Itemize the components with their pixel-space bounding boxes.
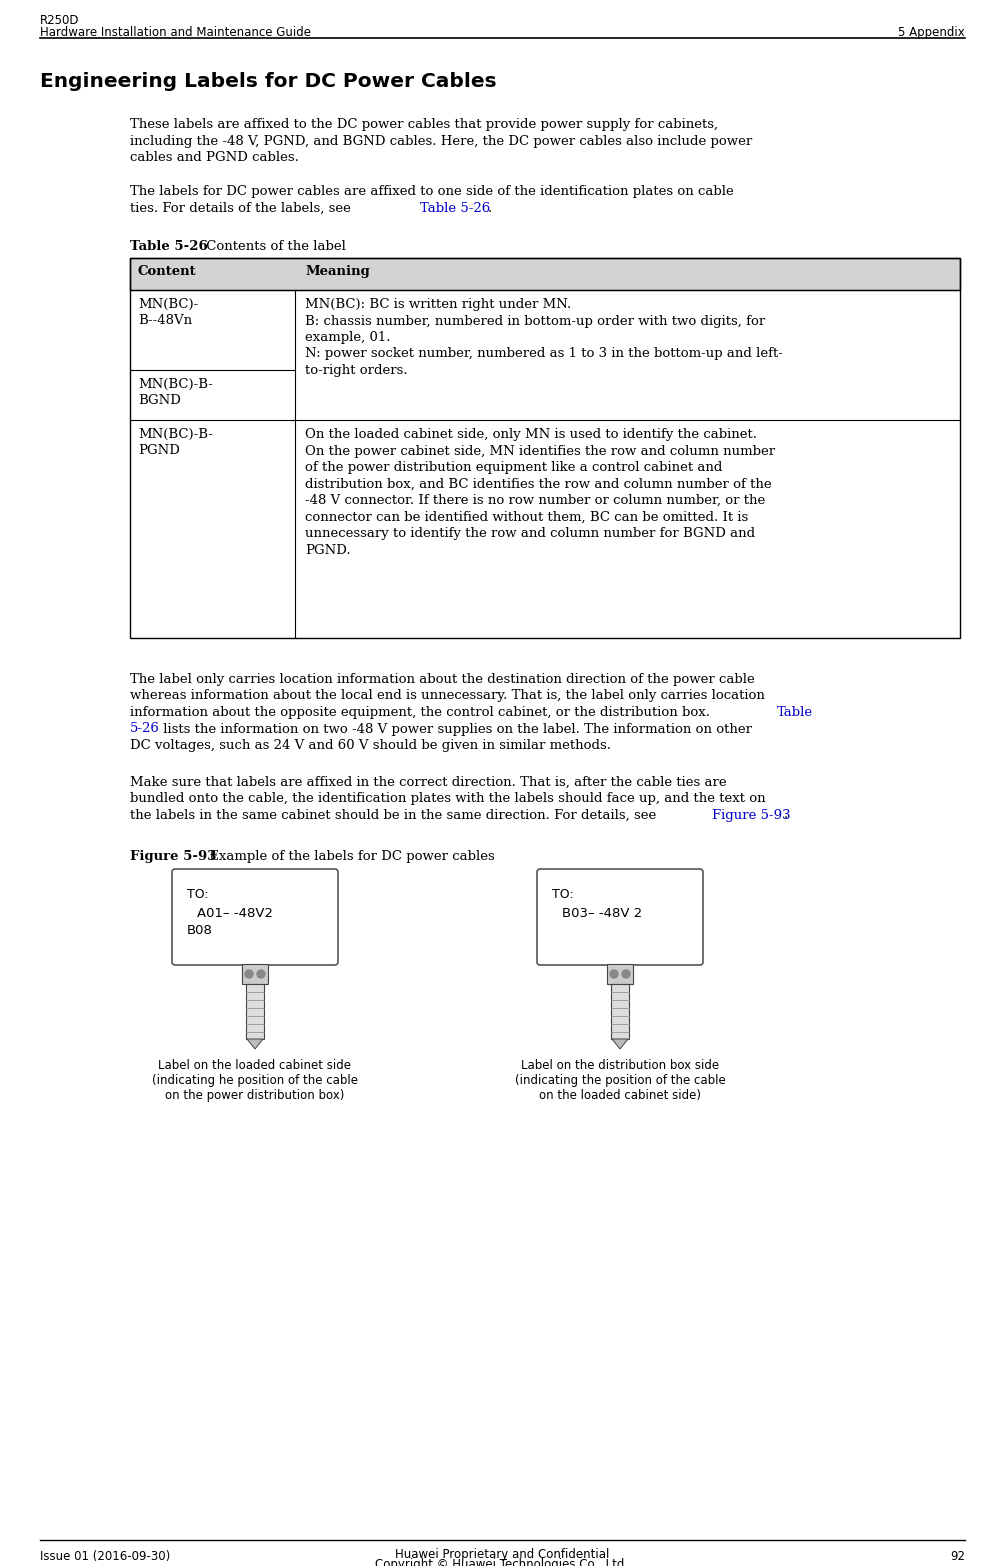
Bar bbox=[242, 965, 268, 983]
Bar bbox=[607, 965, 633, 983]
Text: PGND: PGND bbox=[138, 445, 180, 457]
Text: bundled onto the cable, the identification plates with the labels should face up: bundled onto the cable, the identificati… bbox=[130, 792, 766, 805]
Text: .: . bbox=[488, 202, 492, 215]
Text: Figure 5-93: Figure 5-93 bbox=[130, 850, 216, 863]
Text: Figure 5-93: Figure 5-93 bbox=[712, 808, 791, 822]
Text: including the -48 V, PGND, and BGND cables. Here, the DC power cables also inclu: including the -48 V, PGND, and BGND cabl… bbox=[130, 135, 753, 147]
Text: B: chassis number, numbered in bottom-up order with two digits, for: B: chassis number, numbered in bottom-up… bbox=[305, 315, 765, 327]
Circle shape bbox=[622, 969, 630, 979]
Text: .: . bbox=[784, 808, 788, 822]
Bar bbox=[246, 983, 264, 1038]
Text: on the power distribution box): on the power distribution box) bbox=[165, 1088, 345, 1102]
Text: Hardware Installation and Maintenance Guide: Hardware Installation and Maintenance Gu… bbox=[40, 27, 311, 39]
Text: DC voltages, such as 24 V and 60 V should be given in similar methods.: DC voltages, such as 24 V and 60 V shoul… bbox=[130, 739, 611, 752]
Text: Meaning: Meaning bbox=[305, 265, 370, 279]
Text: B03– -48V 2: B03– -48V 2 bbox=[562, 907, 642, 919]
Text: PGND.: PGND. bbox=[305, 543, 351, 556]
Text: TO:: TO: bbox=[187, 888, 209, 900]
Text: MN(BC)-B-: MN(BC)-B- bbox=[138, 428, 213, 442]
Text: 5 Appendix: 5 Appendix bbox=[898, 27, 965, 39]
Text: to-right orders.: to-right orders. bbox=[305, 363, 408, 377]
Text: of the power distribution equipment like a control cabinet and: of the power distribution equipment like… bbox=[305, 460, 723, 474]
Text: connector can be identified without them, BC can be omitted. It is: connector can be identified without them… bbox=[305, 511, 749, 523]
Text: The labels for DC power cables are affixed to one side of the identification pla: The labels for DC power cables are affix… bbox=[130, 185, 734, 197]
Circle shape bbox=[610, 969, 618, 979]
Text: 92: 92 bbox=[950, 1550, 965, 1563]
Text: B--48Vn: B--48Vn bbox=[138, 315, 192, 327]
Text: on the loaded cabinet side): on the loaded cabinet side) bbox=[539, 1088, 701, 1102]
Text: B08: B08 bbox=[187, 924, 213, 936]
Text: Table: Table bbox=[777, 706, 813, 719]
Text: Make sure that labels are affixed in the correct direction. That is, after the c: Make sure that labels are affixed in the… bbox=[130, 775, 727, 789]
Text: (indicating the position of the cable: (indicating the position of the cable bbox=[515, 1074, 726, 1087]
Text: Engineering Labels for DC Power Cables: Engineering Labels for DC Power Cables bbox=[40, 72, 496, 91]
Text: MN(BC): BC is written right under MN.: MN(BC): BC is written right under MN. bbox=[305, 298, 571, 312]
FancyBboxPatch shape bbox=[172, 869, 338, 965]
Bar bbox=[130, 258, 960, 637]
Text: A01– -48V2: A01– -48V2 bbox=[197, 907, 273, 919]
Text: N: power socket number, numbered as 1 to 3 in the bottom-up and left-: N: power socket number, numbered as 1 to… bbox=[305, 348, 783, 360]
Text: MN(BC)-B-: MN(BC)-B- bbox=[138, 377, 213, 392]
Polygon shape bbox=[247, 1038, 263, 1049]
Text: MN(BC)-: MN(BC)- bbox=[138, 298, 198, 312]
Text: information about the opposite equipment, the control cabinet, or the distributi: information about the opposite equipment… bbox=[130, 706, 715, 719]
FancyBboxPatch shape bbox=[537, 869, 704, 965]
Text: On the power cabinet side, MN identifies the row and column number: On the power cabinet side, MN identifies… bbox=[305, 445, 775, 457]
Text: Table 5-26: Table 5-26 bbox=[420, 202, 490, 215]
Text: example, 01.: example, 01. bbox=[305, 330, 391, 345]
Text: TO:: TO: bbox=[552, 888, 574, 900]
Text: cables and PGND cables.: cables and PGND cables. bbox=[130, 150, 298, 164]
Text: Copyright © Huawei Technologies Co., Ltd.: Copyright © Huawei Technologies Co., Ltd… bbox=[376, 1558, 628, 1566]
Text: Label on the distribution box side: Label on the distribution box side bbox=[521, 1059, 719, 1073]
Bar bbox=[611, 983, 629, 1038]
Text: BGND: BGND bbox=[138, 395, 181, 407]
Text: whereas information about the local end is unnecessary. That is, the label only : whereas information about the local end … bbox=[130, 689, 765, 703]
Text: distribution box, and BC identifies the row and column number of the: distribution box, and BC identifies the … bbox=[305, 478, 772, 490]
Polygon shape bbox=[612, 1038, 628, 1049]
Text: Content: Content bbox=[138, 265, 197, 279]
Text: ties. For details of the labels, see: ties. For details of the labels, see bbox=[130, 202, 355, 215]
Circle shape bbox=[245, 969, 253, 979]
Text: On the loaded cabinet side, only MN is used to identify the cabinet.: On the loaded cabinet side, only MN is u… bbox=[305, 428, 757, 442]
Text: Label on the loaded cabinet side: Label on the loaded cabinet side bbox=[159, 1059, 352, 1073]
Text: -48 V connector. If there is no row number or column number, or the: -48 V connector. If there is no row numb… bbox=[305, 493, 765, 507]
Text: Issue 01 (2016-09-30): Issue 01 (2016-09-30) bbox=[40, 1550, 170, 1563]
Bar bbox=[130, 258, 960, 290]
Text: Contents of the label: Contents of the label bbox=[202, 240, 346, 254]
Text: Table 5-26: Table 5-26 bbox=[130, 240, 208, 254]
Circle shape bbox=[257, 969, 265, 979]
Text: These labels are affixed to the DC power cables that provide power supply for ca: These labels are affixed to the DC power… bbox=[130, 117, 719, 132]
Text: R250D: R250D bbox=[40, 14, 79, 27]
Text: lists the information on two -48 V power supplies on the label. The information : lists the information on two -48 V power… bbox=[159, 722, 752, 736]
Text: unnecessary to identify the row and column number for BGND and: unnecessary to identify the row and colu… bbox=[305, 528, 755, 540]
Text: The label only carries location information about the destination direction of t: The label only carries location informat… bbox=[130, 673, 755, 686]
Text: 5-26: 5-26 bbox=[130, 722, 160, 736]
Text: the labels in the same cabinet should be in the same direction. For details, see: the labels in the same cabinet should be… bbox=[130, 808, 660, 822]
Text: Example of the labels for DC power cables: Example of the labels for DC power cable… bbox=[205, 850, 494, 863]
Text: (indicating he position of the cable: (indicating he position of the cable bbox=[152, 1074, 358, 1087]
Text: Huawei Proprietary and Confidential: Huawei Proprietary and Confidential bbox=[395, 1549, 609, 1561]
